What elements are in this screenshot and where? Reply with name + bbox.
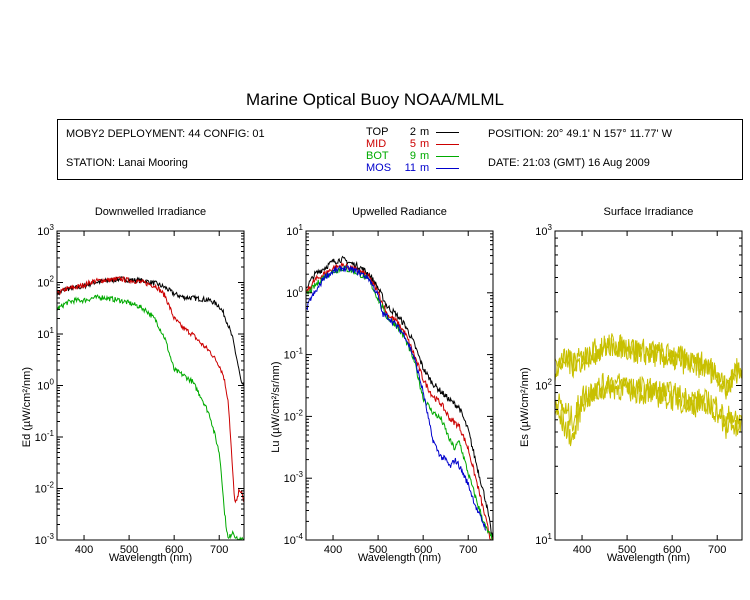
legend-swatch (436, 156, 459, 157)
depth-legend: TOP 2 m MID 5 m BOT 9 m MOS 11 m (366, 126, 476, 178)
legend-row-top: TOP 2 m (366, 126, 466, 138)
y-tick-label: 102 (37, 275, 54, 290)
x-tick-label: 600 (663, 544, 681, 556)
y-axis-label: Ed (µW/cm²/nm) (21, 367, 33, 447)
legend-row-bot: BOT 9 m (366, 150, 466, 162)
x-tick-label: 400 (573, 544, 591, 556)
legend-swatch (436, 168, 459, 169)
y-tick-label: 102 (535, 378, 552, 393)
legend-swatch (436, 132, 459, 133)
chart-panel-3: Surface Irradiance 400 500 600 700 Wavelength… (519, 206, 743, 564)
x-tick-label: 500 (369, 544, 387, 556)
deployment-text: MOBY2 DEPLOYMENT: 44 CONFIG: 01 (66, 128, 265, 140)
plot-frame (305, 230, 494, 541)
x-tick-label: 500 (618, 544, 636, 556)
series-line-bot (306, 265, 493, 540)
x-tick-label: 700 (708, 544, 726, 556)
y-tick-label: 103 (535, 223, 552, 238)
legend-name: MID (366, 138, 387, 150)
y-tick-label: 10-4 (284, 532, 304, 547)
position-text: POSITION: 20° 49.1' N 157° 11.77' W (488, 128, 672, 140)
legend-name: MOS (366, 162, 392, 174)
series-line-mid (306, 262, 493, 540)
y-tick-label: 101 (286, 223, 303, 238)
y-axis-label: Es (µW/cm²/nm) (519, 367, 531, 447)
x-axis-label: Wavelength (nm) (109, 552, 192, 564)
station-text: STATION: Lanai Mooring (66, 157, 188, 169)
x-tick-label: 700 (210, 544, 228, 556)
legend-depth: 9 (409, 150, 416, 162)
legend-unit: m (420, 150, 430, 162)
panel-title: Downwelled Irradiance (95, 206, 206, 218)
chart-title: Marine Optical Buoy NOAA/MLML (246, 90, 504, 109)
series-line-mid (57, 276, 244, 504)
legend-depth: 5 (409, 138, 416, 150)
series-line-bot (57, 294, 244, 540)
y-tick-label: 10-1 (35, 429, 55, 444)
series-line-es-2 (555, 337, 742, 400)
legend-depth: 2 (409, 126, 416, 138)
plot-frame (56, 230, 245, 541)
legend-name: BOT (366, 150, 389, 162)
y-axis-label: Lu (µW/cm²/sr/nm) (270, 361, 282, 452)
legend-name: TOP (366, 126, 389, 138)
chart-panel-2: Upwelled Radiance 400 500 600 700 Wavelength … (270, 206, 494, 564)
series-line-mos (306, 265, 487, 531)
legend-unit: m (420, 138, 430, 150)
x-tick-label: 600 (165, 544, 183, 556)
x-axis-label: Wavelength (nm) (358, 552, 441, 564)
legend-unit: m (420, 126, 430, 138)
y-tick-label: 103 (37, 223, 54, 238)
y-tick-label: 10-1 (284, 347, 304, 362)
legend-unit: m (420, 162, 430, 174)
x-axis-label: Wavelength (nm) (607, 552, 690, 564)
y-tick-label: 101 (535, 532, 552, 547)
legend-depth: 11 (404, 162, 416, 174)
y-tick-label: 100 (37, 378, 54, 393)
y-tick-label: 10-3 (35, 532, 55, 547)
legend-swatch (436, 144, 459, 145)
series-line-top (57, 276, 244, 386)
panel-title: Upwelled Radiance (352, 206, 447, 218)
x-tick-label: 700 (459, 544, 477, 556)
y-tick-label: 10-3 (284, 470, 304, 485)
series-line-es-3 (555, 372, 742, 433)
x-tick-label: 600 (414, 544, 432, 556)
chart-panel-1: Downwelled Irradiance 400 500 600 700 Wavelen… (21, 206, 245, 564)
legend-row-mid: MID 5 m (366, 138, 466, 150)
x-tick-label: 500 (120, 544, 138, 556)
y-tick-label: 10-2 (35, 481, 55, 496)
panel-title: Surface Irradiance (604, 206, 694, 218)
info-box: MOBY2 DEPLOYMENT: 44 CONFIG: 01 STATION:… (57, 119, 743, 180)
x-tick-label: 400 (75, 544, 93, 556)
legend-row-mos: MOS 11 m (366, 162, 466, 174)
series-line-top (306, 255, 493, 538)
series-line-es-4 (555, 375, 742, 447)
y-tick-label: 10-2 (284, 408, 304, 423)
y-tick-label: 101 (37, 326, 54, 341)
x-tick-label: 400 (324, 544, 342, 556)
y-tick-label: 100 (286, 285, 303, 300)
date-text: DATE: 21:03 (GMT) 16 Aug 2009 (488, 157, 650, 169)
